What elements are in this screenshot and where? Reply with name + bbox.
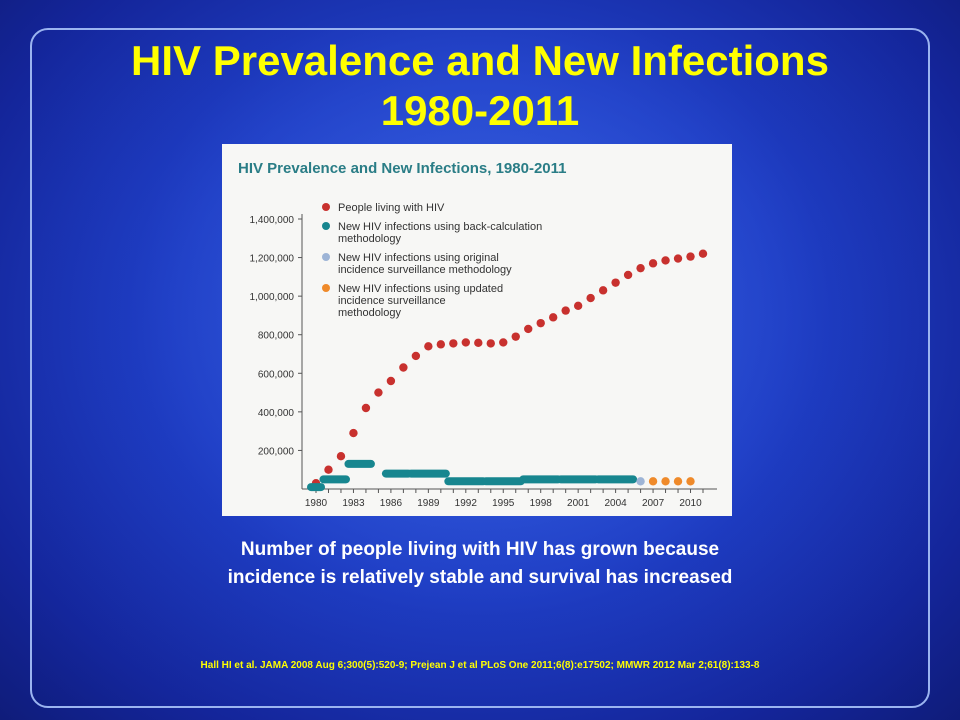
- chart-title: HIV Prevalence and New Infections, 1980-…: [238, 160, 567, 177]
- legend-label: New HIV infections using original: [338, 252, 499, 264]
- data-point: [648, 477, 658, 486]
- y-tick-label: 800,000: [258, 331, 295, 342]
- legend-label: People living with HIV: [338, 202, 445, 214]
- y-tick-label: 600,000: [258, 369, 295, 380]
- data-point: [461, 338, 471, 347]
- chart-marks: [307, 249, 708, 492]
- x-tick-label: 1995: [492, 498, 515, 509]
- data-point: [374, 388, 383, 397]
- data-point: [673, 477, 683, 486]
- data-point: [474, 338, 483, 348]
- data-point: [449, 339, 458, 348]
- data-point: [611, 278, 620, 287]
- legend-marker: [322, 284, 330, 292]
- data-point: [573, 301, 583, 310]
- legend-marker: [322, 253, 330, 261]
- y-tick-label: 400,000: [258, 408, 295, 419]
- legend-label: incidence surveillance: [338, 295, 446, 307]
- series-2: [307, 459, 638, 492]
- legend-label: New HIV infections using updated: [338, 283, 503, 295]
- data-point: [536, 318, 545, 328]
- series-3: [636, 477, 645, 486]
- data-point: [361, 403, 371, 413]
- data-point: [623, 270, 633, 280]
- legend-label: incidence surveillance methodology: [338, 264, 512, 276]
- chart-svg: HIV Prevalence and New Infections, 1980-…: [238, 160, 717, 509]
- data-point: [561, 306, 570, 315]
- caption-line-2: incidence is relatively stable and survi…: [227, 567, 733, 588]
- slide-title-line-1: HIV Prevalence and New Infections: [131, 37, 829, 84]
- data-point: [336, 452, 346, 461]
- legend-label: methodology: [338, 233, 401, 245]
- x-tick-label: 1986: [380, 498, 403, 509]
- caption-line-1: Number of people living with HIV has gro…: [240, 539, 720, 560]
- data-point: [648, 259, 658, 268]
- y-tick-label: 1,000,000: [250, 292, 295, 303]
- legend-label: New HIV infections using back-calculatio…: [338, 221, 542, 233]
- x-tick-label: 2001: [567, 498, 590, 509]
- y-tick-label: 200,000: [258, 446, 295, 457]
- data-point: [436, 340, 446, 349]
- slide-caption: Number of people living with HIV has gro…: [120, 536, 840, 592]
- data-point: [349, 428, 358, 438]
- x-tick-label: 1992: [455, 498, 478, 509]
- x-tick-label: 1983: [342, 498, 365, 509]
- data-point: [399, 363, 408, 372]
- data-point: [698, 249, 708, 258]
- data-point: [511, 332, 520, 341]
- data-point: [524, 324, 533, 334]
- legend-marker: [322, 222, 330, 230]
- data-point: [411, 351, 421, 361]
- data-point: [636, 263, 645, 273]
- y-tick-label: 1,200,000: [250, 254, 295, 265]
- data-point: [324, 465, 333, 474]
- data-point: [386, 376, 396, 386]
- x-tick-label: 1998: [530, 498, 553, 509]
- data-point: [598, 286, 608, 295]
- legend-marker: [322, 203, 330, 211]
- data-point: [486, 339, 495, 348]
- data-point: [499, 338, 508, 347]
- slide-title: HIV Prevalence and New Infections 1980-2…: [40, 36, 920, 136]
- x-tick-label: 2007: [642, 498, 665, 509]
- data-point: [636, 477, 645, 486]
- legend-label: methodology: [338, 307, 401, 319]
- x-tick-label: 2004: [604, 498, 627, 509]
- chart-axes: 200,000 400,000 600,000 800,000 1,000,000 1,2…: [250, 214, 717, 509]
- chart-panel: HIV Prevalence and New Infections, 1980-…: [222, 144, 732, 516]
- data-point: [673, 254, 683, 263]
- data-point: [586, 293, 595, 303]
- y-tick-label: 1,400,000: [250, 215, 295, 226]
- series-1: [311, 249, 708, 488]
- data-point: [424, 342, 433, 351]
- data-point: [686, 252, 695, 261]
- x-tick-label: 2010: [679, 498, 702, 509]
- x-tick-label: 1989: [417, 498, 440, 509]
- data-point: [661, 477, 670, 486]
- references-footnote: Hall HI et al. JAMA 2008 Aug 6;300(5):52…: [200, 660, 760, 671]
- x-tick-label: 1980: [305, 498, 328, 509]
- data-point: [548, 313, 558, 322]
- slide-title-line-2: 1980-2011: [380, 87, 580, 134]
- data-point: [661, 256, 670, 265]
- data-point: [686, 477, 695, 486]
- series-4: [648, 477, 695, 486]
- chart-legend: People living with HIV New HIV infections…: [322, 202, 542, 319]
